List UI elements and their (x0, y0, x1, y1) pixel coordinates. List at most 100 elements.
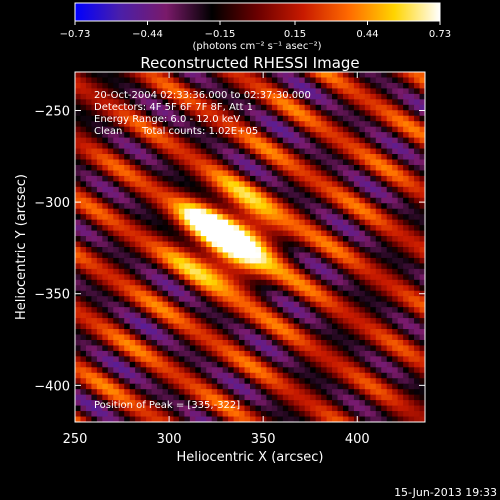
heatmap-cell (173, 405, 180, 412)
heatmap-cell (386, 197, 393, 204)
heatmap-cell (233, 72, 240, 79)
heatmap-cell (271, 361, 278, 368)
heatmap-cell (250, 405, 257, 412)
heatmap-cell (375, 219, 382, 226)
heatmap-cell (397, 197, 404, 204)
heatmap-cell (392, 263, 399, 270)
heatmap-cell (364, 312, 371, 319)
heatmap-cell (255, 334, 262, 341)
heatmap-cell (140, 230, 147, 237)
heatmap-cell (91, 263, 98, 270)
heatmap-cell (386, 345, 393, 352)
heatmap-cell (96, 268, 103, 275)
heatmap-cell (255, 208, 262, 215)
heatmap-cell (255, 350, 262, 357)
heatmap-cell (288, 175, 295, 182)
heatmap-cell (124, 186, 131, 193)
heatmap-cell (293, 323, 300, 330)
heatmap-cell (157, 345, 164, 352)
heatmap-cell (419, 378, 425, 385)
heatmap-cell (419, 203, 425, 210)
heatmap-cell (195, 367, 202, 374)
heatmap-cell (375, 257, 382, 265)
heatmap-cell (124, 137, 131, 144)
heatmap-cell (310, 82, 317, 90)
heatmap-cell (282, 175, 289, 182)
heatmap-cell (222, 252, 229, 259)
heatmap-cell (178, 154, 185, 161)
heatmap-cell (348, 247, 355, 254)
heatmap-cell (102, 197, 109, 204)
heatmap-cell (222, 307, 229, 314)
heatmap-cell (244, 312, 251, 319)
heatmap-cell (359, 318, 366, 325)
heatmap-cell (195, 225, 202, 232)
heatmap-cell (189, 175, 196, 182)
heatmap-cell (184, 175, 191, 182)
heatmap-cell (118, 164, 125, 172)
heatmap-cell (162, 394, 169, 401)
heatmap-cell (102, 143, 109, 150)
heatmap-cell (135, 296, 142, 303)
heatmap-cell (167, 268, 175, 275)
heatmap-cell (315, 197, 322, 204)
heatmap-cell (419, 192, 425, 199)
heatmap-cell (304, 356, 311, 363)
heatmap-cell (310, 197, 317, 204)
heatmap-cell (96, 334, 103, 341)
heatmap-cell (299, 411, 306, 418)
heatmap-cell (375, 274, 382, 281)
heatmap-cell (260, 356, 268, 363)
heatmap-cell (310, 323, 317, 330)
heatmap-cell (91, 137, 98, 144)
heatmap-cell (386, 257, 393, 265)
heatmap-cell (315, 104, 322, 111)
heatmap-cell (255, 230, 262, 237)
heatmap-cell (337, 329, 344, 336)
heatmap-cell (146, 104, 153, 111)
heatmap-cell (228, 356, 235, 363)
heatmap-cell (348, 268, 355, 275)
heatmap-cell (75, 164, 82, 172)
heatmap-cell (250, 252, 257, 259)
heatmap-cell (222, 378, 229, 385)
heatmap-cell (353, 312, 360, 319)
heatmap-cell (271, 110, 278, 117)
heatmap-cell (162, 367, 169, 374)
heatmap-cell (195, 252, 202, 259)
heatmap-cell (348, 230, 355, 237)
heatmap-cell (80, 394, 87, 401)
heatmap-cell (326, 411, 333, 418)
heatmap-cell (255, 104, 262, 111)
heatmap-cell (91, 394, 98, 401)
heatmap-cell (348, 296, 355, 303)
heatmap-cell (244, 279, 251, 286)
heatmap-cell (146, 405, 153, 412)
heatmap-cell (96, 93, 103, 100)
heatmap-cell (337, 77, 344, 84)
heatmap-cell (359, 82, 366, 90)
heatmap-cell (348, 132, 355, 139)
heatmap-cell (414, 186, 421, 193)
heatmap-cell (113, 350, 120, 357)
heatmap-cell (222, 126, 229, 133)
heatmap-cell (244, 345, 251, 352)
heatmap-cell (271, 252, 278, 259)
heatmap-cell (375, 411, 382, 418)
heatmap-cell (195, 175, 202, 182)
heatmap-cell (342, 121, 350, 128)
heatmap-cell (408, 307, 415, 314)
heatmap-cell (277, 225, 284, 232)
heatmap-cell (102, 132, 109, 139)
heatmap-cell (397, 72, 404, 79)
heatmap-cell (173, 339, 180, 347)
heatmap-cell (381, 367, 388, 374)
heatmap-cell (397, 181, 404, 188)
heatmap-cell (75, 329, 82, 336)
heatmap-cell (364, 192, 371, 199)
heatmap-cell (228, 257, 235, 265)
heatmap-cell (408, 170, 415, 177)
heatmap-cell (277, 121, 284, 128)
heatmap-cell (85, 148, 93, 155)
heatmap-cell (414, 312, 421, 319)
